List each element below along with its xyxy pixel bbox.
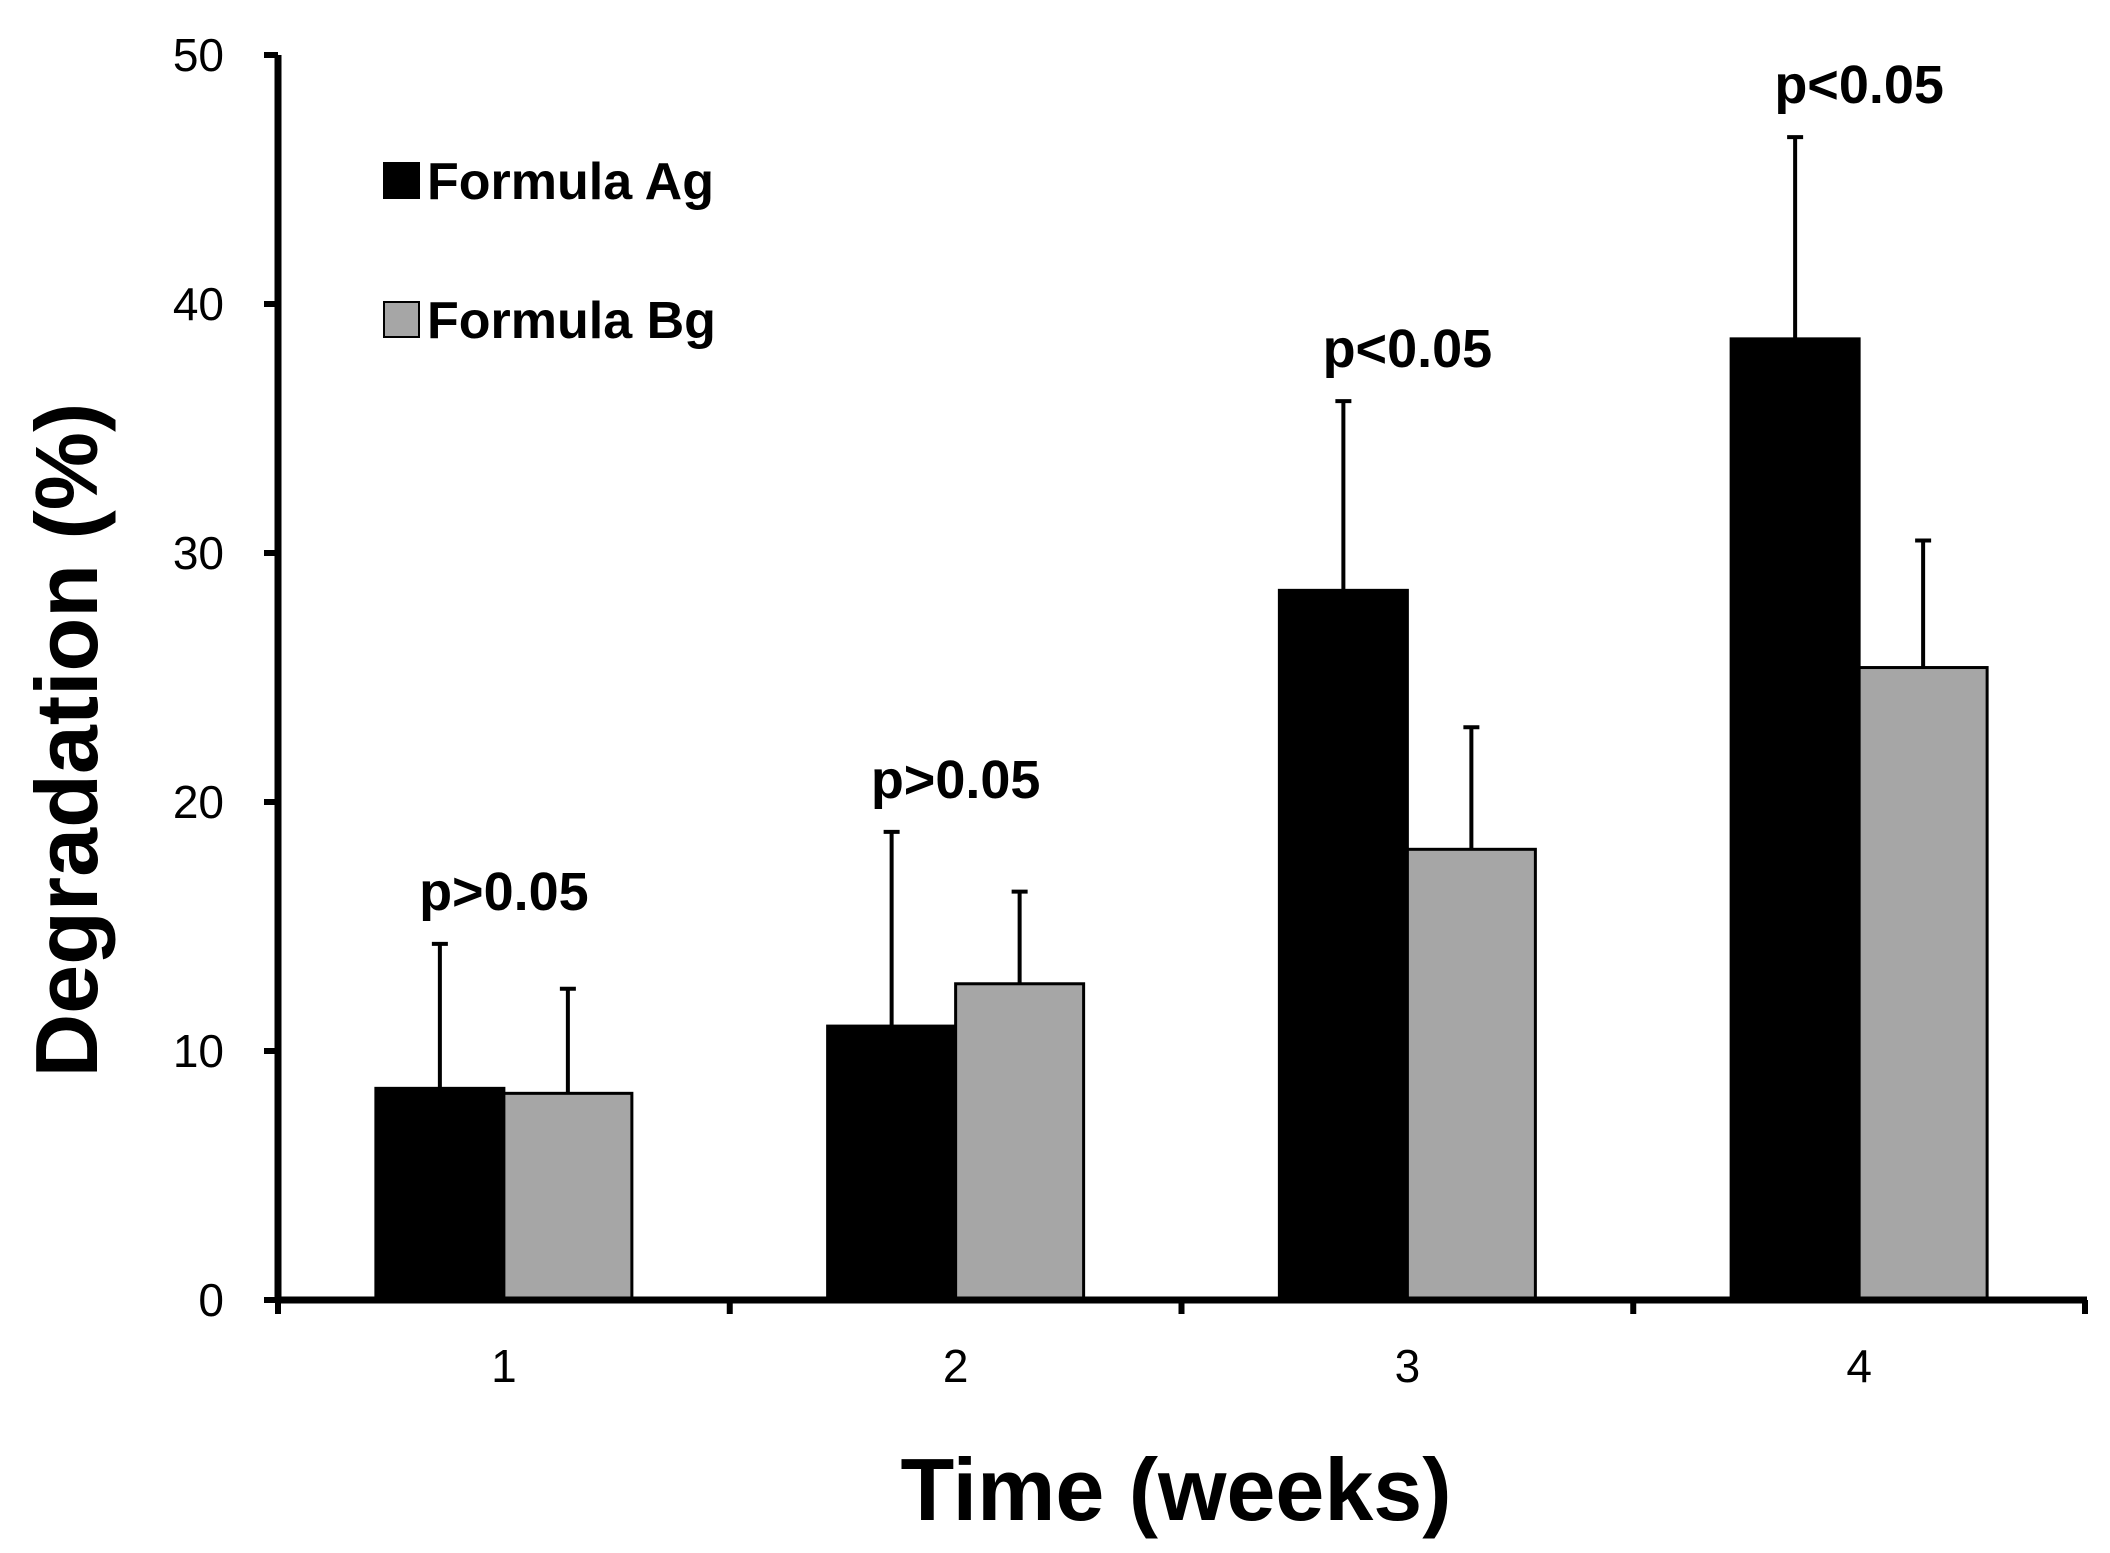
y-tick-label: 20 [173, 776, 224, 828]
significance-label: p<0.05 [1774, 55, 1944, 115]
significance-label: p>0.05 [871, 750, 1041, 810]
x-axis-title: Time (weeks) [900, 1440, 1451, 1539]
bar-formula-a-week-4 [1729, 337, 1861, 1302]
bar-formula-b-week-3 [1405, 847, 1537, 1302]
bar-formula-b-week-2 [954, 982, 1086, 1302]
y-tick-label: 0 [198, 1274, 224, 1326]
annotations-layer: p>0.05 p>0.05 p<0.05 p<0.05 [419, 55, 1944, 922]
bar-formula-a-week-3 [1277, 588, 1409, 1302]
bar-formula-b-week-4 [1857, 666, 1989, 1302]
y-axis-title: Degradation (%) [17, 403, 116, 1078]
legend-swatch-formula-b [383, 301, 420, 338]
bars-layer [374, 337, 1989, 1302]
bar-formula-a-week-1 [374, 1086, 506, 1302]
error-bars-layer [431, 135, 1932, 1094]
legend-swatch-formula-a [383, 162, 420, 199]
legend: Formula Ag Formula Bg [383, 153, 716, 350]
x-ticks-layer: 1 2 3 4 [275, 1300, 2088, 1392]
y-tick-label: 30 [173, 527, 224, 579]
significance-label: p>0.05 [419, 862, 589, 922]
y-tick-label: 40 [173, 278, 224, 330]
x-tick-label: 3 [1395, 1340, 1421, 1392]
bar-formula-a-week-2 [826, 1024, 958, 1302]
legend-label-formula-a: Formula Ag [427, 153, 714, 211]
significance-label: p<0.05 [1323, 319, 1493, 379]
x-tick-label: 2 [943, 1340, 969, 1392]
bar-formula-b-week-1 [502, 1091, 634, 1302]
y-ticks-layer: 0 10 20 30 40 50 [173, 29, 278, 1326]
x-tick-label: 4 [1846, 1340, 1872, 1392]
legend-label-formula-b: Formula Bg [427, 292, 716, 350]
x-tick-label: 1 [491, 1340, 517, 1392]
y-tick-label: 50 [173, 29, 224, 81]
y-tick-label: 10 [173, 1025, 224, 1077]
